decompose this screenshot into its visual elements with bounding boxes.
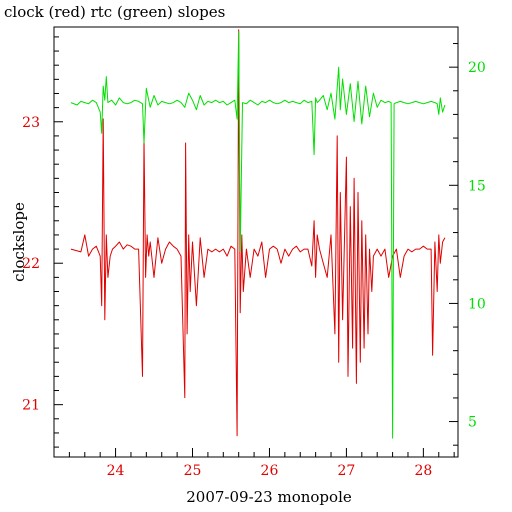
plot-frame bbox=[53, 26, 459, 458]
tick-group: 24 25 26 27 28 21 22 23 5 10 15 20 bbox=[22, 36, 486, 479]
x-tick-label: 25 bbox=[184, 463, 202, 479]
y-left-tick-label: 22 bbox=[22, 256, 40, 272]
x-tick-label: 26 bbox=[261, 463, 279, 479]
series-group bbox=[70, 29, 446, 439]
x-tick-label: 28 bbox=[414, 463, 432, 479]
rtc-series-line bbox=[70, 31, 446, 439]
y-axis-label: clockslope bbox=[10, 202, 28, 282]
clock-series-line bbox=[70, 29, 446, 437]
y-right-tick-label: 10 bbox=[468, 296, 486, 312]
y-right-tick-label: 20 bbox=[468, 60, 486, 76]
x-tick-label: 24 bbox=[107, 463, 125, 479]
x-axis-label: 2007-09-23 monopole bbox=[186, 488, 352, 506]
chart-title: clock (red) rtc (green) slopes bbox=[4, 3, 225, 21]
y-right-tick-label: 15 bbox=[468, 178, 486, 194]
y-left-tick-label: 21 bbox=[22, 398, 40, 414]
x-tick-label: 27 bbox=[338, 463, 356, 479]
y-right-tick-label: 5 bbox=[468, 415, 477, 431]
y-left-tick-label: 23 bbox=[22, 115, 40, 131]
